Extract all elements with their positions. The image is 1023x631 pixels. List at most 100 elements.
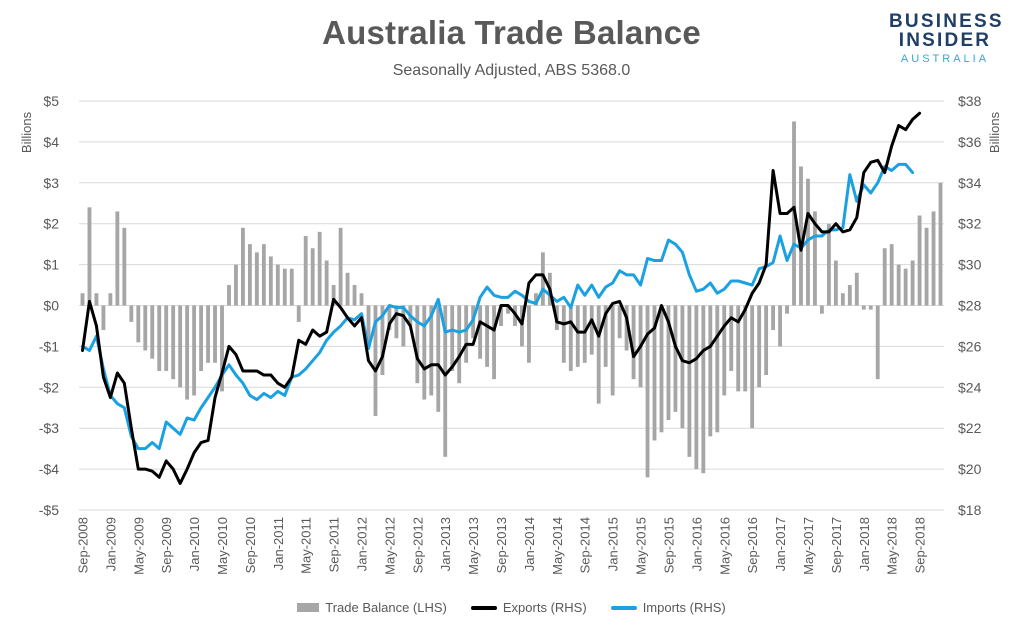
right-tick-label: $36 bbox=[958, 134, 982, 150]
trade-balance-bar bbox=[568, 305, 573, 371]
trade-balance-bar bbox=[143, 305, 148, 351]
trade-balance-bar bbox=[415, 305, 420, 384]
trade-balance-bar bbox=[394, 305, 399, 339]
trade-balance-bar bbox=[575, 305, 580, 367]
trade-balance-bar bbox=[422, 305, 427, 400]
chart-title: Australia Trade Balance bbox=[322, 14, 701, 51]
trade-balance-bar bbox=[380, 305, 385, 376]
x-tick-label: May-2010 bbox=[215, 517, 230, 575]
series-lines bbox=[80, 111, 922, 485]
right-axis-ticks: $38 $36 $34 $32 $30 $28 $26 $24 $22 $20 $18 bbox=[958, 93, 982, 518]
trade-balance-bar bbox=[220, 305, 224, 392]
trade-balance-bar bbox=[680, 305, 685, 429]
x-tick-label: Sep-2010 bbox=[243, 517, 258, 573]
x-tick-label: May-2018 bbox=[885, 517, 900, 575]
trade-balance-bar bbox=[743, 305, 748, 392]
trade-balance-bar bbox=[659, 305, 664, 433]
trade-balance-bar bbox=[840, 293, 845, 306]
trade-balance-bar bbox=[938, 182, 943, 306]
trade-balance-bar bbox=[917, 215, 922, 306]
trade-balance-bar bbox=[359, 293, 364, 306]
trade-balance-bar bbox=[352, 285, 357, 306]
legend-item-trade-balance: Trade Balance (LHS) bbox=[297, 600, 447, 615]
right-tick-label: $24 bbox=[958, 379, 982, 395]
trade-balance-bar bbox=[624, 305, 629, 351]
brand-line-3: AUSTRALIA bbox=[900, 53, 990, 65]
trade-balance-bar bbox=[478, 305, 483, 359]
trade-balance-bar bbox=[520, 305, 524, 347]
left-tick-label: -$1 bbox=[39, 338, 59, 354]
left-tick-label: $0 bbox=[43, 298, 59, 314]
x-tick-label: Jan-2012 bbox=[355, 517, 370, 571]
trade-balance-bar bbox=[854, 272, 859, 306]
trade-balance-bar bbox=[366, 305, 371, 347]
trade-balance-bar bbox=[227, 285, 231, 306]
x-axis-ticks: Sep-2008 Jan-2009 May-2009 Sep-2009 Jan-2010… bbox=[75, 517, 927, 575]
trade-balance-bar bbox=[254, 252, 259, 306]
trade-balance-bar bbox=[527, 305, 531, 363]
right-tick-label: $22 bbox=[958, 420, 982, 436]
x-tick-label: Sep-2014 bbox=[578, 517, 593, 573]
x-tick-label: May-2009 bbox=[131, 517, 146, 575]
trade-balance-bar bbox=[799, 166, 803, 306]
trade-balance-bar bbox=[129, 305, 134, 322]
brand-line-2: INSIDER bbox=[898, 30, 992, 51]
trade-balance-bar bbox=[757, 305, 762, 388]
trade-balance-bar bbox=[485, 305, 490, 367]
right-tick-label: $26 bbox=[958, 338, 982, 354]
trade-balance-bar bbox=[171, 305, 176, 380]
left-tick-label: -$3 bbox=[39, 420, 59, 436]
legend-label-exports: Exports (RHS) bbox=[502, 600, 587, 615]
trade-balance-bar bbox=[736, 305, 741, 392]
trade-balance-bar bbox=[115, 211, 120, 306]
trade-balance-bar bbox=[324, 260, 329, 306]
trade-balance-bar bbox=[247, 244, 252, 306]
x-tick-label: Sep-2018 bbox=[913, 517, 928, 573]
right-tick-label: $32 bbox=[958, 216, 982, 232]
trade-balance-bar bbox=[331, 285, 336, 306]
left-tick-label: $1 bbox=[43, 257, 59, 273]
trade-balance-bar bbox=[317, 231, 322, 306]
left-tick-label: $3 bbox=[43, 175, 59, 191]
left-tick-label: -$2 bbox=[39, 379, 59, 395]
trade-balance-bar bbox=[136, 305, 141, 343]
trade-balance-bar bbox=[610, 305, 615, 396]
trade-balance-bar bbox=[506, 305, 510, 314]
x-tick-label: Jan-2011 bbox=[271, 517, 286, 570]
trade-balance-bar bbox=[666, 305, 671, 421]
legend-item-exports: Exports (RHS) bbox=[470, 600, 587, 615]
trade-balance-bar bbox=[450, 305, 455, 371]
x-tick-label: Sep-2016 bbox=[745, 517, 760, 573]
trade-balance-bar bbox=[603, 305, 608, 367]
trade-balance-bar bbox=[785, 305, 789, 314]
right-tick-label: $20 bbox=[958, 461, 982, 477]
trade-balance-bar bbox=[443, 305, 448, 457]
trade-balance-bar bbox=[617, 305, 622, 339]
right-tick-label: $34 bbox=[958, 175, 982, 191]
legend-swatch-exports bbox=[470, 605, 497, 610]
trade-balance-bar bbox=[464, 305, 469, 363]
trade-balance-bar bbox=[896, 264, 901, 306]
x-tick-label: May-2017 bbox=[801, 517, 816, 575]
trade-balance-bar bbox=[861, 305, 866, 310]
trade-balance-bar bbox=[813, 211, 817, 306]
trade-balance-bar bbox=[241, 227, 245, 306]
trade-balance-bar bbox=[729, 305, 734, 371]
trade-balance-bar bbox=[582, 305, 587, 363]
trade-balance-bar bbox=[652, 305, 657, 441]
x-tick-label: Jan-2015 bbox=[606, 517, 621, 571]
right-tick-label: $28 bbox=[958, 298, 982, 314]
x-tick-label: Jan-2018 bbox=[857, 517, 872, 571]
left-tick-label: -$4 bbox=[39, 461, 59, 477]
trade-balance-bar bbox=[875, 305, 880, 380]
trade-balance-bar bbox=[401, 305, 406, 347]
legend-label-imports: Imports (RHS) bbox=[642, 600, 726, 615]
x-tick-label: Sep-2008 bbox=[75, 517, 90, 573]
trade-balance-bar bbox=[275, 264, 280, 306]
trade-balance-bar bbox=[596, 305, 601, 404]
trade-balance-bar bbox=[715, 305, 720, 433]
trade-balance-bar bbox=[631, 305, 636, 380]
x-tick-label: May-2013 bbox=[466, 517, 481, 575]
trade-balance-bar bbox=[101, 305, 106, 331]
trade-balance-bar bbox=[750, 305, 755, 429]
